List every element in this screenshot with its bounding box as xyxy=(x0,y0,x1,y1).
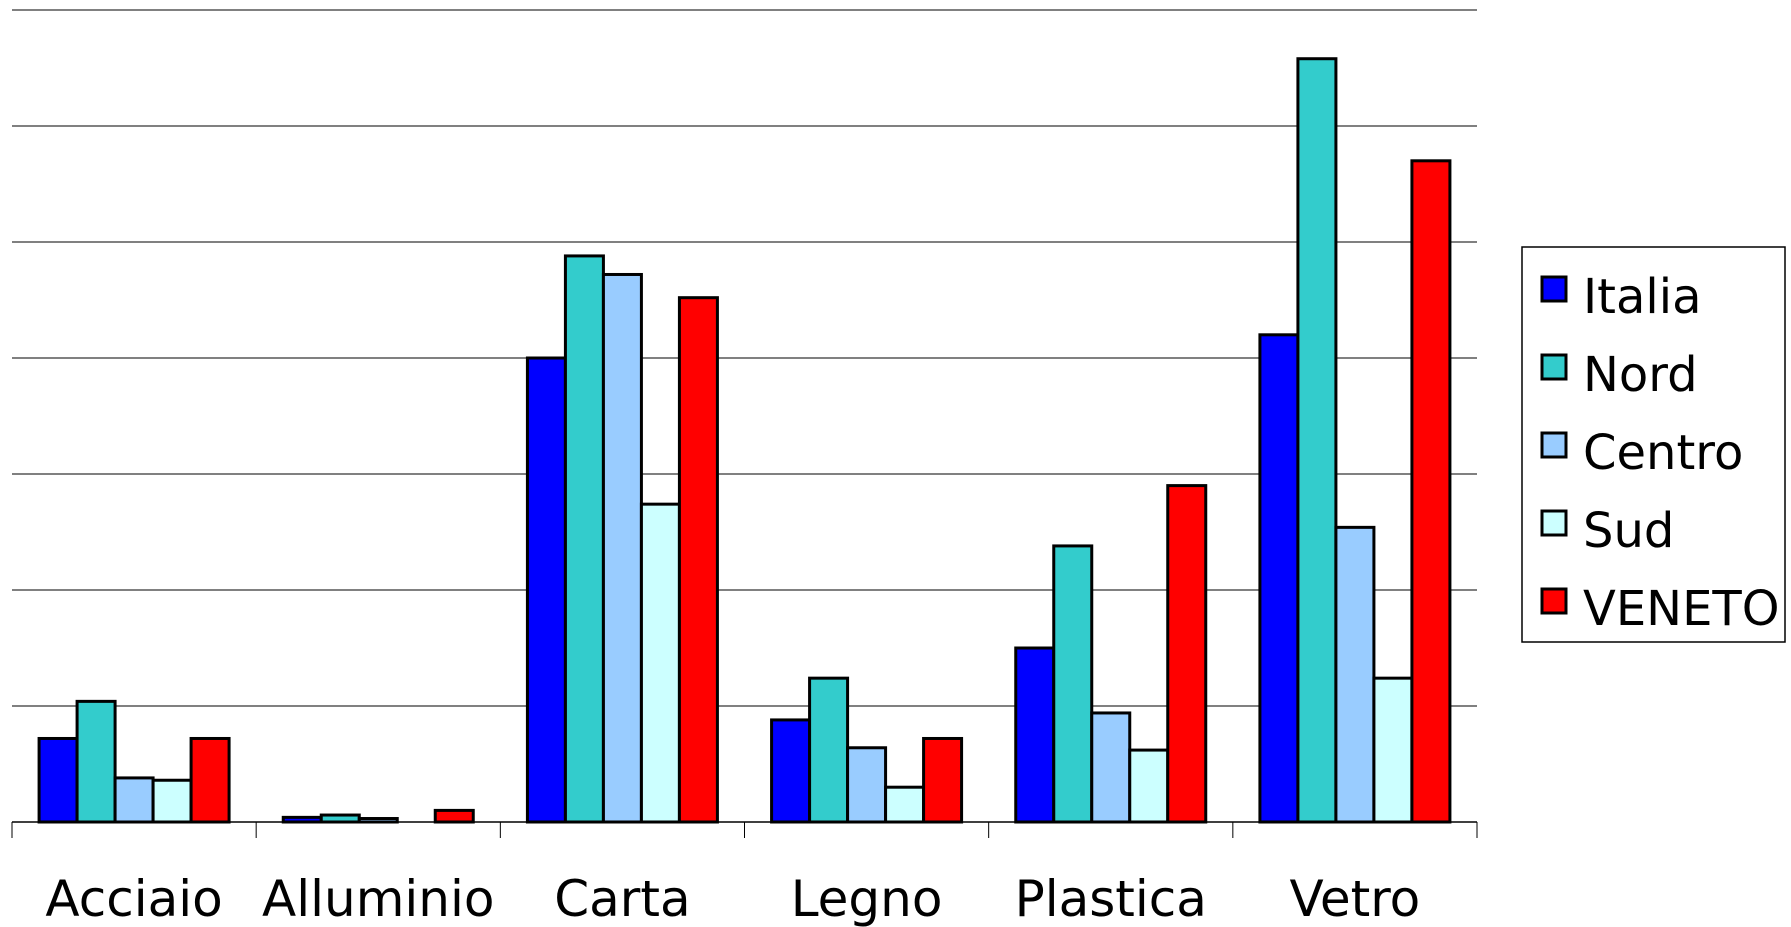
bar-italia-legno xyxy=(770,718,812,824)
bar-veneto-acciaio xyxy=(189,736,231,824)
bar-centro-acciaio xyxy=(113,776,155,824)
bar-veneto-legno xyxy=(922,736,964,824)
bar-italia-acciaio xyxy=(37,736,79,824)
category-label: Legno xyxy=(791,870,943,927)
bar-veneto-plastica xyxy=(1166,484,1208,824)
legend-swatch-centro xyxy=(1540,431,1568,459)
category-label: Plastica xyxy=(1015,870,1207,927)
bar-centro-legno xyxy=(846,746,888,824)
category-label: Vetro xyxy=(1290,870,1421,927)
bar-nord-plastica xyxy=(1052,544,1094,824)
category-label: Carta xyxy=(554,870,690,927)
bar-nord-alluminio xyxy=(319,813,361,824)
legend-label-centro: Centro xyxy=(1583,425,1743,481)
legend-label-sud: Sud xyxy=(1583,503,1674,559)
legend: Italia Nord Centro Sud VENETO xyxy=(1521,246,1786,643)
legend-label-italia: Italia xyxy=(1583,269,1701,325)
bar-nord-acciaio xyxy=(75,699,117,824)
bar-veneto-carta xyxy=(677,296,719,824)
x-axis xyxy=(11,821,1478,838)
bar-sud-acciaio xyxy=(151,778,193,824)
legend-swatch-nord xyxy=(1540,353,1568,381)
bar-centro-vetro xyxy=(1334,525,1376,824)
category-label: Acciaio xyxy=(45,870,222,927)
bar-sud-legno xyxy=(884,785,926,824)
legend-swatch-veneto xyxy=(1540,587,1568,615)
bar-sud-plastica xyxy=(1128,748,1170,824)
category-label: Alluminio xyxy=(262,870,494,927)
bar-veneto-vetro xyxy=(1410,159,1452,824)
bar-nord-vetro xyxy=(1296,57,1338,824)
bar-nord-legno xyxy=(808,676,850,824)
bars xyxy=(37,57,1452,824)
category-labels: Acciaio Alluminio Carta Legno Plastica Vetro xyxy=(45,870,1420,927)
bar-sud-carta xyxy=(639,502,681,824)
bar-italia-vetro xyxy=(1258,333,1300,824)
bar-sud-vetro xyxy=(1372,676,1414,824)
bar-italia-carta xyxy=(525,356,567,824)
bar-nord-carta xyxy=(563,254,605,824)
legend-label-nord: Nord xyxy=(1583,347,1698,403)
legend-swatch-italia xyxy=(1540,275,1568,303)
bar-centro-carta xyxy=(601,272,643,824)
bar-veneto-alluminio xyxy=(433,808,475,824)
legend-label-veneto: VENETO xyxy=(1583,581,1780,637)
bar-italia-plastica xyxy=(1014,646,1056,824)
legend-swatch-sud xyxy=(1540,509,1568,537)
gridlines xyxy=(12,9,1477,707)
bar-centro-plastica xyxy=(1090,711,1132,824)
